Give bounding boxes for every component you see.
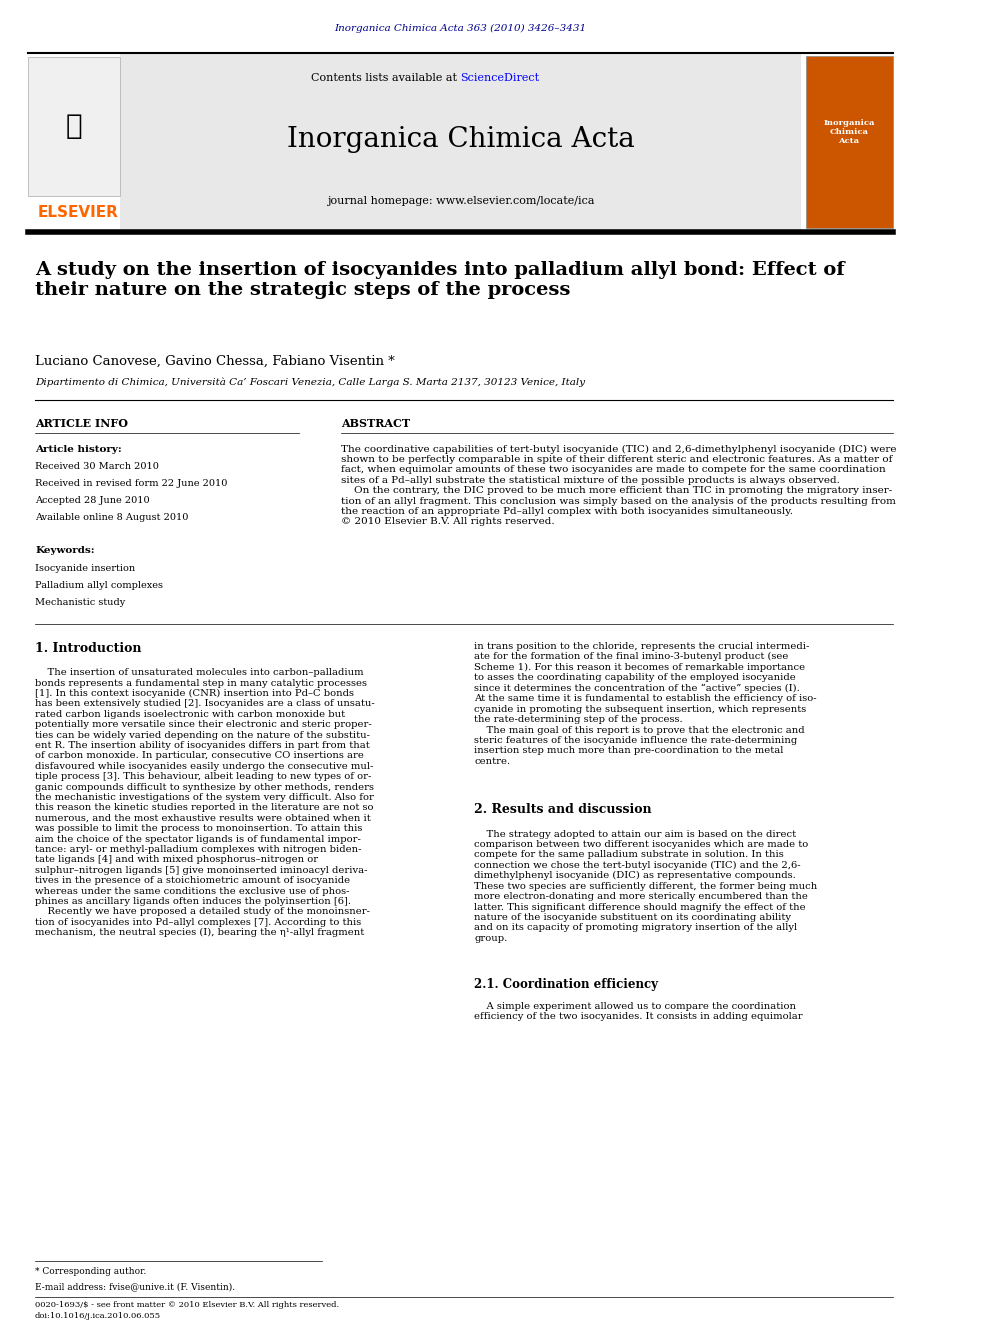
- Text: A simple experiment allowed us to compare the coordination
efficiency of the two: A simple experiment allowed us to compar…: [474, 1002, 803, 1021]
- Text: ScienceDirect: ScienceDirect: [460, 73, 540, 83]
- Text: 0020-1693/$ - see front matter © 2010 Elsevier B.V. All rights reserved.: 0020-1693/$ - see front matter © 2010 El…: [35, 1301, 339, 1308]
- Text: 2.1. Coordination efficiency: 2.1. Coordination efficiency: [474, 978, 659, 991]
- Text: Received 30 March 2010: Received 30 March 2010: [35, 462, 159, 471]
- Text: journal homepage: www.elsevier.com/locate/ica: journal homepage: www.elsevier.com/locat…: [326, 196, 594, 206]
- Text: Palladium allyl complexes: Palladium allyl complexes: [35, 581, 163, 590]
- Text: ELSEVIER: ELSEVIER: [38, 205, 119, 220]
- Text: ABSTRACT: ABSTRACT: [340, 418, 410, 429]
- Text: Available online 8 August 2010: Available online 8 August 2010: [35, 513, 188, 523]
- FancyBboxPatch shape: [28, 57, 120, 196]
- FancyBboxPatch shape: [120, 53, 802, 232]
- Text: doi:10.1016/j.ica.2010.06.055: doi:10.1016/j.ica.2010.06.055: [35, 1312, 161, 1320]
- Text: The insertion of unsaturated molecules into carbon–palladium
bonds represents a : The insertion of unsaturated molecules i…: [35, 668, 375, 938]
- Text: A study on the insertion of isocyanides into palladium allyl bond: Effect of
the: A study on the insertion of isocyanides …: [35, 261, 844, 299]
- Text: 2. Results and discussion: 2. Results and discussion: [474, 803, 652, 816]
- Text: E-mail address: fvise@unive.it (F. Visentin).: E-mail address: fvise@unive.it (F. Visen…: [35, 1282, 235, 1291]
- FancyBboxPatch shape: [806, 56, 893, 228]
- Text: ARTICLE INFO: ARTICLE INFO: [35, 418, 128, 429]
- Text: * Corresponding author.: * Corresponding author.: [35, 1267, 147, 1277]
- Text: Luciano Canovese, Gavino Chessa, Fabiano Visentin *: Luciano Canovese, Gavino Chessa, Fabiano…: [35, 355, 395, 368]
- Text: Keywords:: Keywords:: [35, 546, 94, 556]
- Text: 🌳: 🌳: [65, 111, 82, 140]
- Text: Contents lists available at: Contents lists available at: [310, 73, 460, 83]
- Text: The strategy adopted to attain our aim is based on the direct
comparison between: The strategy adopted to attain our aim i…: [474, 830, 817, 943]
- Text: Inorganica Chimica Acta: Inorganica Chimica Acta: [287, 126, 634, 152]
- Text: Inorganica
Chimica
Acta: Inorganica Chimica Acta: [823, 119, 875, 146]
- Text: Isocyanide insertion: Isocyanide insertion: [35, 564, 135, 573]
- Text: in trans position to the chloride, represents the crucial intermedi-
ate for the: in trans position to the chloride, repre…: [474, 642, 816, 766]
- Text: Dipartimento di Chimica, Università Ca’ Foscari Venezia, Calle Larga S. Marta 21: Dipartimento di Chimica, Università Ca’ …: [35, 377, 585, 386]
- Text: The coordinative capabilities of tert-butyl isocyanide (TIC) and 2,6-dimethylphe: The coordinative capabilities of tert-bu…: [340, 445, 896, 527]
- Text: Mechanistic study: Mechanistic study: [35, 598, 125, 607]
- Text: Accepted 28 June 2010: Accepted 28 June 2010: [35, 496, 150, 505]
- Text: Received in revised form 22 June 2010: Received in revised form 22 June 2010: [35, 479, 227, 488]
- Text: Inorganica Chimica Acta 363 (2010) 3426–3431: Inorganica Chimica Acta 363 (2010) 3426–…: [334, 24, 586, 33]
- Text: 1. Introduction: 1. Introduction: [35, 642, 142, 655]
- Text: Article history:: Article history:: [35, 445, 122, 454]
